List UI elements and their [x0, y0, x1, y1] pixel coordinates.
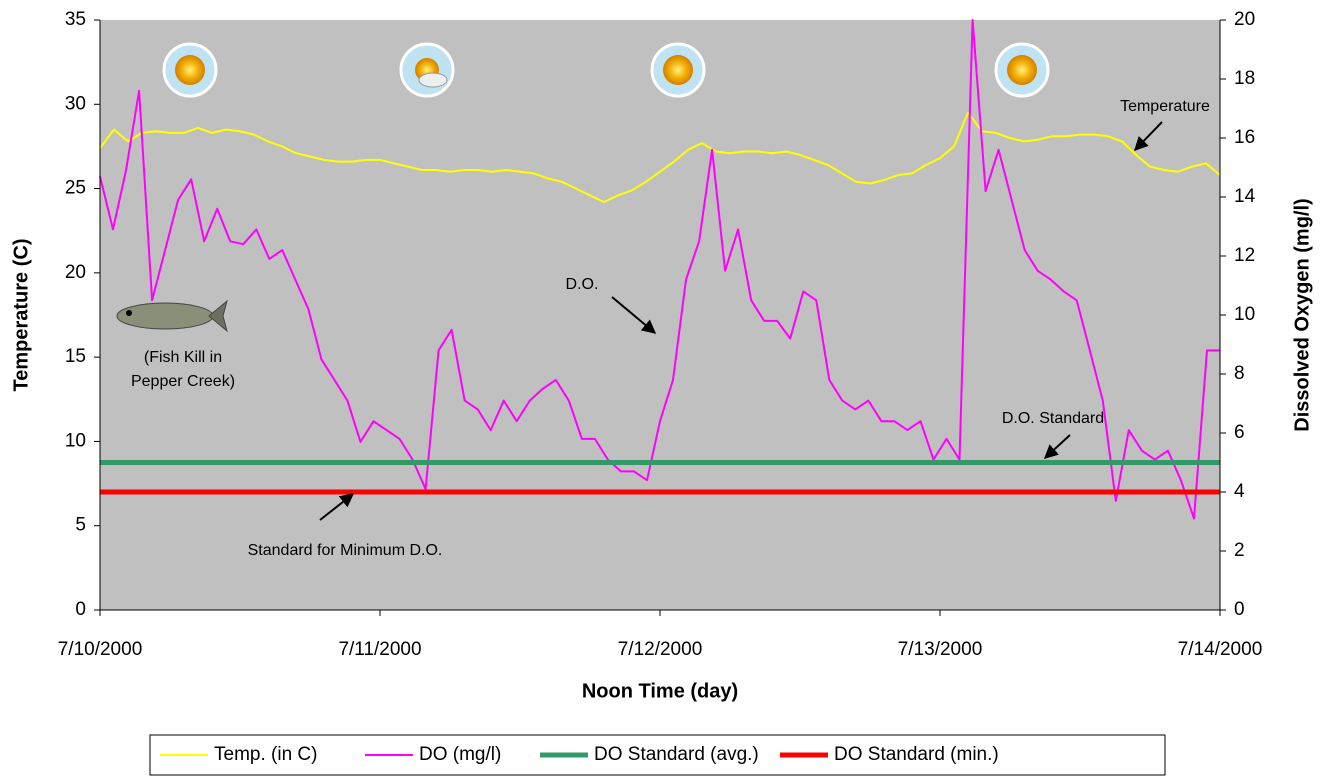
y-tick-label: 35 [65, 9, 86, 30]
y-axis-title: Temperature (C) [10, 239, 32, 392]
x-tick-label: 7/14/2000 [1178, 639, 1263, 660]
x-tick-label: 7/12/2000 [618, 639, 703, 660]
y-tick-label: 25 [65, 178, 86, 199]
x-tick-label: 7/10/2000 [58, 639, 143, 660]
y2-tick-label: 8 [1234, 363, 1245, 384]
x-axis-title: Noon Time (day) [582, 680, 738, 702]
legend-label: DO (mg/l) [419, 744, 501, 765]
annotation: Pepper Creek) [131, 373, 235, 390]
x-tick-label: 7/13/2000 [898, 639, 983, 660]
y-tick-label: 0 [75, 599, 86, 620]
legend-label: DO Standard (min.) [834, 744, 999, 765]
y2-tick-label: 6 [1234, 422, 1245, 443]
y2-axis-title: Dissolved Oxygen (mg/l) [1291, 198, 1313, 431]
annotation: Temperature [1120, 98, 1210, 115]
annotation: (Fish Kill in [144, 349, 222, 366]
y-tick-label: 10 [65, 430, 86, 451]
annotation: D.O. Standard [1002, 410, 1104, 427]
x-tick-label: 7/11/2000 [338, 639, 421, 660]
y2-tick-label: 16 [1234, 127, 1255, 148]
y2-tick-label: 0 [1234, 599, 1245, 620]
y-tick-label: 5 [75, 515, 86, 536]
y-tick-label: 30 [65, 93, 86, 114]
annotation: Standard for Minimum D.O. [248, 542, 443, 559]
chart: 0 5 10 15 20 25 30 35 0 2 4 6 8 10 12 14 16 18 20 7/10/2000… [0, 0, 1325, 778]
y2-tick-label: 12 [1234, 245, 1255, 266]
annotation: D.O. [566, 276, 599, 293]
y2-tick-label: 20 [1234, 9, 1255, 30]
y-tick-label: 20 [65, 262, 86, 283]
plot-area [100, 20, 1220, 610]
y2-tick-label: 18 [1234, 68, 1255, 89]
y-tick-label: 15 [65, 346, 86, 367]
legend-label: Temp. (in C) [214, 744, 317, 765]
y2-tick-label: 2 [1234, 540, 1245, 561]
y2-tick-label: 4 [1234, 481, 1245, 502]
legend-label: DO Standard (avg.) [594, 744, 759, 765]
y2-tick-label: 14 [1234, 186, 1256, 207]
y2-tick-label: 10 [1234, 304, 1255, 325]
